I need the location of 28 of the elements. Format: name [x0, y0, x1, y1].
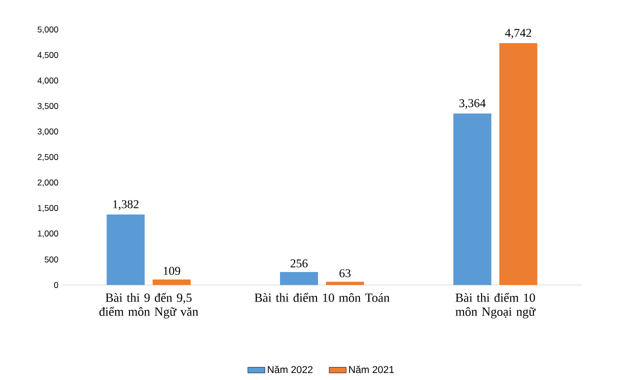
bar [453, 113, 492, 285]
data-label: 1,382 [113, 200, 138, 210]
y-tick-label: 3,000 [38, 128, 58, 136]
data-label: 256 [290, 259, 308, 268]
y-tick-label: 5,000 [38, 26, 58, 34]
y-tick-label: 1,500 [38, 205, 58, 212]
bar [106, 214, 145, 285]
x-tick-label: Bài thi điểm 10 môn Ngoại ngữ [456, 292, 536, 318]
bar [152, 279, 191, 285]
y-tick-label: 4,000 [37, 78, 58, 84]
legend-label: Năm 2021 [349, 366, 394, 374]
bar [280, 272, 318, 285]
data-label: 3,364 [459, 99, 486, 109]
y-tick-label: 1,000 [38, 230, 58, 238]
x-tick-label: Bài thi 9 đến 9,5 điểm môn Ngữ văn [99, 292, 198, 318]
bar [326, 282, 364, 285]
y-tick-label: 2,000 [38, 180, 58, 186]
y-tick-label: 3,500 [38, 103, 58, 110]
bar [499, 43, 538, 285]
x-tick-label: Bài thi điểm 10 môn Toán [254, 292, 390, 302]
y-tick-label: 0 [54, 282, 58, 288]
data-label: 63 [340, 269, 351, 278]
y-tick-label: 500 [44, 256, 58, 262]
y-tick-label: 2,500 [38, 154, 58, 161]
legend-label: Năm 2022 [268, 366, 313, 374]
data-label: 4,742 [505, 28, 532, 39]
y-tick-label: 4,500 [37, 52, 58, 59]
data-label: 109 [164, 266, 180, 275]
